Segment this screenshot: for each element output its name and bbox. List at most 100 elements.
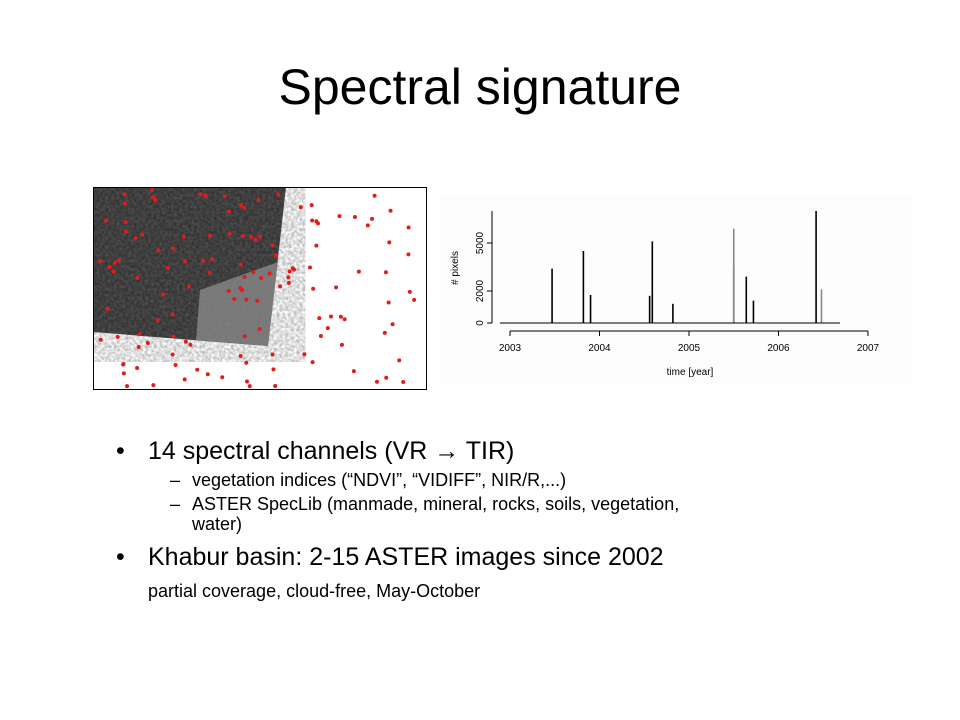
sample-point [226,288,231,293]
sample-point [365,223,370,228]
sample-point [383,270,388,275]
sample-point [116,258,121,263]
sample-point [384,375,389,380]
sample-point [111,269,116,274]
sample-point [135,365,140,370]
sample-point [170,352,175,357]
sample-point [183,259,188,264]
sample-point [244,360,249,365]
bullet-list: 14 spectral channels (VR → TIR) vegetati… [110,436,710,610]
sample-point [338,314,343,319]
sample-point [309,203,314,208]
sample-point [149,188,154,193]
sample-point [397,358,402,363]
sample-point [258,234,263,239]
sample-point [136,345,141,350]
sample-point [273,253,278,258]
sample-point [115,334,120,339]
sample-point [382,330,387,335]
sample-point [242,205,247,210]
bullet: Khabur basin: 2-15 ASTER images since 20… [110,542,710,602]
sample-point [201,258,206,263]
sample-point [388,208,393,213]
chart-background [440,195,912,385]
sample-point [140,232,145,237]
sample-point [374,379,379,384]
sample-point [406,252,411,257]
sample-point [276,192,281,197]
sample-point [171,334,176,339]
sample-point [238,262,243,267]
bullet: 14 spectral channels (VR → TIR) vegetati… [110,436,710,534]
sample-point [137,332,142,337]
sample-point [334,285,339,290]
y-tick-label: 5000 [475,231,486,254]
sample-point [203,193,208,198]
sample-point [372,193,377,198]
sample-point [401,380,406,385]
sample-point [227,232,232,237]
figures: 2003 2004 2005 2006 2007 0 2000 5000 time [year]… [93,187,912,390]
sample-point [286,275,291,280]
y-axis-label: # pixels [450,251,461,285]
sample-point [242,274,247,279]
sample-point [240,234,245,239]
sample-point [122,201,127,206]
sample-point [112,261,117,266]
x-tick-label: 2006 [767,343,790,354]
sample-point [98,259,103,264]
sample-point [273,384,278,389]
sample-point [342,317,347,322]
sample-point [270,243,275,248]
sample-point [151,383,156,388]
sample-point [210,257,215,262]
sample-point [257,327,262,332]
sample-point [386,300,391,305]
sample-point [259,275,264,280]
sample-point [153,197,158,202]
sample-point [370,216,375,221]
sample-point [239,202,244,207]
sample-point [256,198,261,203]
y-tick-label: 2000 [475,279,486,302]
sample-point [165,265,170,270]
sample-point [298,205,303,210]
sub-bullet: ASTER SpecLib (manmade, mineral, rocks, … [148,494,710,534]
sample-point [208,233,213,238]
sample-point [232,296,237,301]
sample-point [242,334,247,339]
sample-point [205,372,210,377]
sample-point [251,270,256,275]
sample-point [267,271,272,276]
sample-point [98,337,103,342]
sample-point [170,312,175,317]
sample-point [155,318,160,323]
x-tick-label: 2005 [678,343,701,354]
sample-point [198,192,203,197]
sample-point [287,269,292,274]
sample-point [339,342,344,347]
sample-point [329,314,334,319]
sample-point [270,352,275,357]
satellite-image [93,187,427,390]
x-axis-label: time [year] [667,367,714,378]
sample-point [311,286,316,291]
sample-point [314,243,319,248]
sample-point [337,214,342,219]
sample-point [253,237,258,242]
sample-point [161,292,166,297]
sample-point [125,384,130,389]
sample-point [156,248,161,253]
sample-point [302,352,307,357]
sample-point [255,299,260,304]
sample-point [186,284,191,289]
sample-point [271,367,276,372]
sample-point [220,375,225,380]
sample-point [170,246,175,251]
sample-point [407,289,412,294]
sample-point [238,286,243,291]
sample-point [244,379,249,384]
sample-point [351,369,356,374]
sample-point [317,316,322,321]
